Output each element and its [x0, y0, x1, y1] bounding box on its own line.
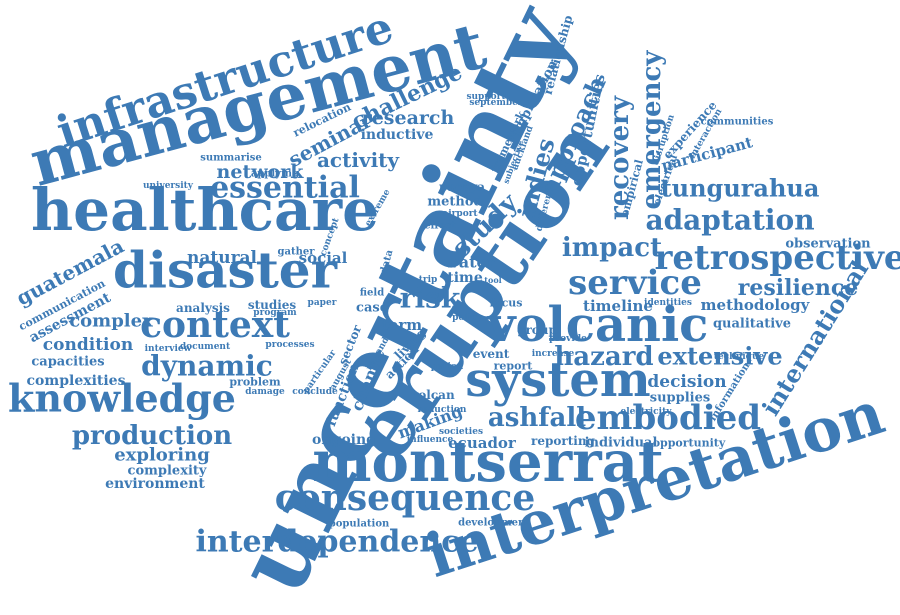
word-essential: essential — [210, 171, 360, 206]
word-observation: observation — [785, 237, 871, 252]
word-healthcare: healthcare — [31, 176, 379, 244]
word-opportunity: opportunity — [653, 437, 726, 450]
word-ongoing: ongoing — [312, 432, 376, 448]
word-methodology: methodology — [701, 296, 811, 314]
word-policy: policy — [452, 313, 483, 323]
word-timeline: timeline — [583, 297, 653, 315]
word-societies: societies — [439, 427, 483, 437]
word-summarise: summarise — [200, 153, 262, 164]
word-term: term — [382, 316, 422, 334]
word-period: period — [431, 362, 464, 372]
word-tungurahua: tungurahua — [661, 174, 820, 203]
word-decision: decision — [647, 372, 726, 392]
word-applying: applying — [251, 169, 299, 180]
word-inductive: inductive — [361, 127, 434, 143]
word-recovery: recovery — [605, 95, 635, 220]
word-september: september — [469, 98, 523, 108]
word-ashfall: ashfall — [488, 403, 586, 433]
word-emergency: emergency — [637, 50, 667, 210]
word-research: research — [362, 107, 455, 129]
word-event: event — [473, 347, 510, 361]
word-resilience: resilience — [738, 275, 858, 301]
word-knowledge: knowledge — [8, 376, 236, 421]
word-volcan: volcan — [410, 388, 455, 402]
word-technique: technique — [714, 352, 765, 362]
word-reduction: reduction — [418, 405, 467, 415]
word-ecuador: ecuador — [448, 434, 517, 452]
word-studies: studies — [248, 298, 297, 312]
word-volcanic: volcanic — [487, 297, 709, 353]
word-extensive: extensive — [657, 342, 782, 371]
word-focus: focus — [490, 297, 523, 310]
word-disaster: disaster — [113, 241, 338, 300]
word-interview: interview — [145, 344, 192, 354]
word-consequence: consequence — [275, 477, 536, 519]
word-analysis: analysis — [176, 301, 230, 315]
word-gather: gather — [278, 247, 316, 258]
word-complexities: complexities — [27, 373, 126, 389]
word-interdependence: interdependence — [195, 525, 478, 560]
word-communities: communities — [701, 117, 774, 128]
word-supplies: supplies — [650, 391, 710, 406]
word-hazard: hazard — [554, 342, 653, 372]
word-method: method — [427, 195, 482, 210]
word-risk: risk — [400, 282, 461, 315]
word-program: program — [253, 308, 297, 318]
word-reporting: reporting — [531, 434, 596, 448]
word-document: document — [180, 342, 231, 352]
word-condition: condition — [43, 335, 133, 355]
word-report: report — [494, 360, 534, 373]
word-pacaya: pacaya — [439, 180, 485, 194]
word-impact: impact — [562, 233, 662, 263]
word-complex: complex — [69, 311, 153, 332]
word-electricity: electricity — [621, 407, 673, 417]
word-embodied: embodied — [575, 398, 761, 438]
word-population: population — [329, 519, 390, 530]
word-processes: processes — [265, 340, 314, 350]
word-dynamic: dynamic — [141, 350, 273, 383]
word-network: network — [217, 161, 305, 183]
word-qualitative: qualitative — [713, 317, 791, 332]
word-airport: airport — [442, 209, 478, 219]
word-complexity: complexity — [128, 464, 207, 479]
word-retrospective: retrospective — [654, 238, 900, 278]
word-exploring: exploring — [114, 445, 210, 466]
word-service: service — [568, 263, 702, 303]
word-natural: natural — [187, 248, 258, 268]
word-support: support — [466, 92, 506, 102]
word-effect: effect — [424, 221, 456, 232]
word-water: water — [444, 253, 496, 272]
word-university: university — [143, 181, 194, 191]
word-trip: trip — [419, 275, 438, 285]
word-activity: activity — [317, 148, 400, 172]
word-paper: paper — [308, 298, 337, 308]
word-context: context — [140, 304, 290, 346]
word-production: production — [72, 421, 232, 451]
word-group: group — [517, 323, 557, 337]
word-identities: identities — [644, 298, 692, 308]
word-development: development — [458, 518, 530, 529]
word-increase: increase — [532, 349, 575, 359]
word-problem: problem — [229, 376, 281, 389]
word-adaptation: adaptation — [645, 204, 814, 237]
word-social: social — [299, 249, 348, 267]
word-field: field — [360, 288, 384, 299]
word-system: system — [465, 352, 650, 408]
word-tool: tool — [484, 275, 501, 285]
word-capacities: capacities — [31, 355, 104, 370]
word-provide: provide — [549, 334, 587, 344]
word-damage: damage — [245, 387, 285, 397]
word-montserrat: montserrat — [312, 429, 664, 495]
word-individual: individual — [585, 436, 658, 451]
word-time: time — [447, 270, 483, 286]
word-environment: environment — [105, 476, 205, 492]
word-conclude: conclude — [292, 387, 338, 397]
word-influence: influence — [407, 435, 454, 445]
word-case: case — [356, 301, 388, 316]
